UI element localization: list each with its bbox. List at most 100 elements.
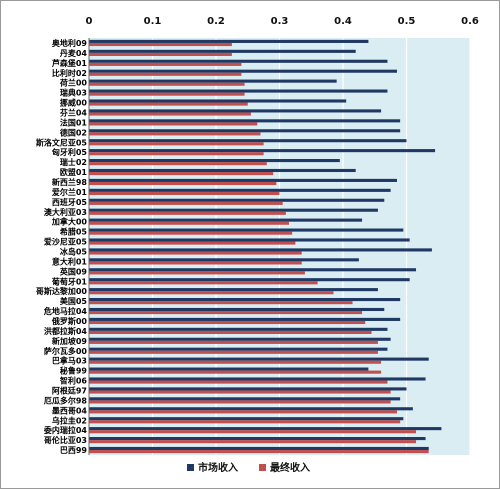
bar-market-income xyxy=(89,59,388,63)
category-label: 荷兰00 xyxy=(59,78,88,88)
bar-final-income xyxy=(89,291,334,295)
x-tick-label: 0.3 xyxy=(271,16,289,27)
bar-final-income xyxy=(89,410,397,414)
category-label: 葡萄牙01 xyxy=(51,276,88,286)
category-label: 厄瓜多尔98 xyxy=(44,395,88,405)
bar-final-income xyxy=(89,320,366,325)
bar-market-income xyxy=(89,119,401,123)
category-label: 欧盟01 xyxy=(60,167,88,177)
bar-market-income xyxy=(89,377,426,381)
bar-final-income xyxy=(89,380,388,384)
category-label: 挪威00 xyxy=(60,98,88,108)
bar-market-income xyxy=(89,188,391,192)
category-label: 委内瑞拉04 xyxy=(43,425,88,435)
bar-final-income xyxy=(89,370,382,374)
bar-market-income xyxy=(89,407,413,411)
x-tick-label: 0.6 xyxy=(461,16,479,27)
bar-final-income xyxy=(89,311,363,315)
category-label: 匈牙利05 xyxy=(51,147,88,157)
bar-market-income xyxy=(89,307,385,312)
legend: 市场收入 最终收入 xyxy=(187,461,310,474)
category-label: 斯洛文尼亚05 xyxy=(36,137,88,147)
bar-final-income xyxy=(89,390,391,394)
category-label: 哥伦比亚03 xyxy=(44,435,87,445)
bar-market-income xyxy=(89,159,340,163)
category-label: 法国01 xyxy=(60,117,88,127)
bar-final-income xyxy=(89,72,242,76)
bar-final-income xyxy=(89,251,302,255)
category-labels: 奥地利09丹麦04芦森堡01比利时02荷兰00瑞典03挪威00芬兰04法国01德… xyxy=(36,38,88,455)
legend-final-income-label: 最终收入 xyxy=(270,461,310,474)
bar-final-income xyxy=(89,301,353,305)
bar-final-income xyxy=(89,92,245,96)
bar-market-income xyxy=(89,258,359,262)
bar-market-income xyxy=(89,178,397,182)
x-tick-label: 0.2 xyxy=(207,16,225,27)
bar-final-income xyxy=(89,221,290,225)
category-label: 新加坡09 xyxy=(52,336,88,346)
bar-final-income xyxy=(89,102,248,106)
bar-market-income xyxy=(89,347,388,351)
bar-final-income xyxy=(89,82,245,86)
legend-final-income-swatch xyxy=(259,464,266,471)
bar-market-income xyxy=(89,397,401,401)
category-label: 巴西99 xyxy=(60,446,88,455)
category-label: 萨尔瓦多00 xyxy=(44,346,88,356)
bar-final-income xyxy=(89,241,296,245)
category-label: 澳大利亚03 xyxy=(44,207,87,217)
category-label: 俄罗斯00 xyxy=(51,316,88,326)
category-label: 巴拿马03 xyxy=(52,356,87,366)
bar-market-income xyxy=(89,49,356,53)
bar-market-income xyxy=(89,317,401,321)
category-label: 秘鲁99 xyxy=(60,366,88,376)
bar-final-income xyxy=(89,132,261,136)
bar-market-income xyxy=(89,99,347,103)
bar-market-income xyxy=(89,446,429,451)
bar-final-income xyxy=(89,281,318,285)
category-label: 西班牙05 xyxy=(52,197,88,207)
category-label: 希腊05 xyxy=(60,227,88,237)
category-label: 墨西哥04 xyxy=(52,405,88,415)
legend-market-income-swatch xyxy=(187,464,194,471)
bar-final-income xyxy=(89,201,283,205)
category-label: 哥斯达黎加00 xyxy=(36,286,88,296)
x-axis-ticks: 0 0.1 0.2 0.3 0.4 0.5 0.6 xyxy=(86,16,479,27)
bar-market-income xyxy=(89,288,378,292)
category-label: 阿根廷97 xyxy=(52,385,87,395)
category-label: 洪都拉斯04 xyxy=(44,326,88,336)
bar-final-income xyxy=(89,211,286,215)
bar-market-income xyxy=(89,268,417,272)
category-label: 比利时02 xyxy=(52,68,87,78)
bar-final-income xyxy=(89,360,382,364)
x-tick-label: 0.5 xyxy=(398,16,416,27)
bar-market-income xyxy=(89,69,397,73)
bar-final-income xyxy=(89,142,264,146)
category-label: 芦森堡01 xyxy=(52,58,88,68)
category-label: 智利06 xyxy=(60,376,88,386)
bar-market-income xyxy=(89,248,432,252)
bar-market-income xyxy=(89,109,382,113)
legend-market-income-label: 市场收入 xyxy=(198,461,238,474)
bar-final-income xyxy=(89,330,372,334)
bar-market-income xyxy=(89,198,385,202)
bar-final-income xyxy=(89,162,267,166)
bar-final-income xyxy=(89,191,280,195)
category-label: 加拿大00 xyxy=(51,217,88,227)
category-label: 危地马拉04 xyxy=(43,306,88,316)
bar-market-income xyxy=(89,218,363,222)
bar-final-income xyxy=(89,42,232,47)
bar-final-income xyxy=(89,62,242,66)
bars xyxy=(89,39,442,454)
category-label: 意大利01 xyxy=(52,256,88,266)
bar-final-income xyxy=(89,231,293,235)
bar-final-income xyxy=(89,400,391,404)
category-label: 爱沙尼亚05 xyxy=(44,237,88,247)
x-tick-label: 0 xyxy=(86,16,93,27)
bar-final-income xyxy=(89,261,302,265)
bar-market-income xyxy=(89,387,407,391)
x-tick-label: 0.4 xyxy=(334,16,352,27)
category-label: 爱尔兰01 xyxy=(52,187,88,197)
bar-market-income xyxy=(89,327,388,331)
